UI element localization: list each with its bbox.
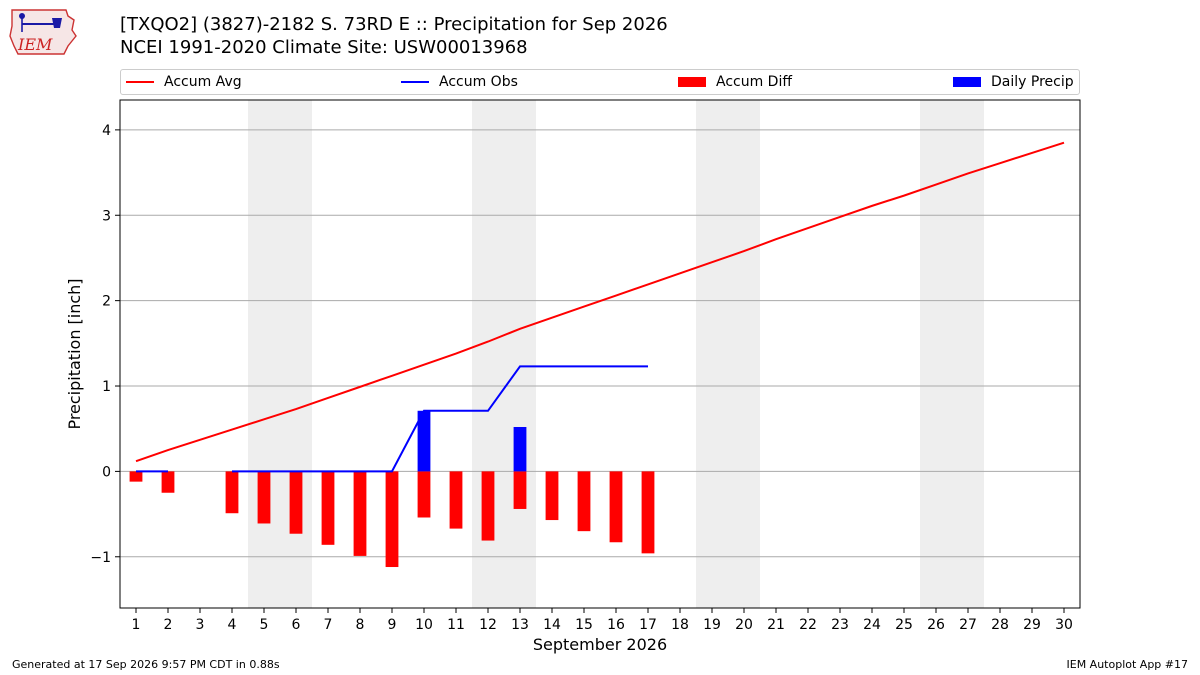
chart-legend: Accum Avg Accum Obs Accum Diff Daily Pre… <box>120 69 1080 95</box>
plot-frame <box>119 99 1081 609</box>
x-tick-label: 13 <box>511 617 529 633</box>
y-tick-label: 4 <box>102 123 111 139</box>
accum-diff-bar <box>129 471 143 482</box>
x-tick-label: 8 <box>356 617 365 633</box>
accum-diff-bar <box>449 471 463 529</box>
y-tick-label: 0 <box>102 464 111 480</box>
weekend-shade-2 <box>696 100 760 608</box>
accum-diff-bar <box>577 471 591 532</box>
title-line-1: [TXQO2] (3827)-2182 S. 73RD E :: Precipi… <box>120 14 668 35</box>
x-tick-label: 18 <box>671 617 689 633</box>
x-tick-label: 2 <box>164 617 173 633</box>
accum-diff-bar <box>609 471 623 543</box>
legend-swatch-accum-avg <box>126 81 154 83</box>
generated-timestamp: Generated at 17 Sep 2026 9:57 PM CDT in … <box>12 658 280 671</box>
x-tick-label: 11 <box>447 617 465 633</box>
legend-swatch-accum-diff <box>678 77 706 87</box>
title-line-2: NCEI 1991-2020 Climate Site: USW00013968 <box>120 37 528 58</box>
x-tick-label: 3 <box>196 617 205 633</box>
accum-diff-bar <box>321 471 335 545</box>
x-tick-label: 25 <box>895 617 913 633</box>
app-label: IEM Autoplot App #17 <box>1066 658 1189 671</box>
accum-obs-line <box>232 365 648 473</box>
legend-swatch-daily-precip <box>953 77 981 87</box>
x-tick-label: 1 <box>132 617 141 633</box>
y-axis-label: Precipitation [inch] <box>65 278 84 429</box>
logo-text: IEM <box>17 35 53 54</box>
x-tick-label: 26 <box>927 617 945 633</box>
x-tick-label: 24 <box>863 617 881 633</box>
iem-logo: IEM <box>9 9 77 55</box>
x-tick-label: 21 <box>767 617 785 633</box>
y-tick-label: 1 <box>102 379 111 395</box>
x-tick-label: 17 <box>639 617 657 633</box>
legend-accum-diff: Accum Diff <box>678 70 792 94</box>
daily-precip-bar <box>513 426 527 472</box>
x-tick-label: 29 <box>1023 617 1041 633</box>
accum-diff-bar <box>289 471 303 534</box>
accum-diff-bar <box>385 471 399 568</box>
x-tick-label: 7 <box>324 617 333 633</box>
accum-diff-bar <box>417 471 431 518</box>
x-tick-label: 28 <box>991 617 1009 633</box>
x-tick-label: 15 <box>575 617 593 633</box>
x-axis-label: September 2026 <box>533 635 667 654</box>
x-tick-label: 16 <box>607 617 625 633</box>
x-tick-label: 5 <box>260 617 269 633</box>
x-tick-label: 23 <box>831 617 849 633</box>
legend-label-accum-obs: Accum Obs <box>439 74 518 90</box>
x-tick-label: 10 <box>415 617 433 633</box>
accum-diff-bar <box>545 471 559 521</box>
y-tick-label: −1 <box>90 550 111 566</box>
x-tick-label: 14 <box>543 617 561 633</box>
accum-diff-bar <box>513 471 527 509</box>
x-tick-label: 9 <box>388 617 397 633</box>
x-tick-label: 20 <box>735 617 753 633</box>
accum-diff-bar <box>161 471 175 493</box>
accum-diff-bar <box>225 471 239 514</box>
accum-avg-line <box>135 141 1065 463</box>
accum-diff-bar <box>641 471 655 554</box>
accum-diff-bar <box>481 471 495 541</box>
legend-label-daily-precip: Daily Precip <box>991 74 1074 90</box>
x-tick-label: 22 <box>799 617 817 633</box>
x-tick-label: 4 <box>228 617 237 633</box>
legend-label-accum-avg: Accum Avg <box>164 74 242 90</box>
y-tick-label: 2 <box>102 294 111 310</box>
chart-title: [TXQO2] (3827)-2182 S. 73RD E :: Precipi… <box>120 13 668 59</box>
y-tick-label: 3 <box>102 208 111 224</box>
legend-accum-obs: Accum Obs <box>401 70 518 94</box>
legend-label-accum-diff: Accum Diff <box>716 74 793 90</box>
legend-swatch-accum-obs <box>401 81 429 83</box>
x-tick-label: 27 <box>959 617 977 633</box>
accum-diff-bar <box>353 471 367 556</box>
legend-daily-precip: Daily Precip <box>953 70 1074 94</box>
accum-diff-bar <box>257 471 271 524</box>
x-tick-label: 19 <box>703 617 721 633</box>
x-tick-label: 12 <box>479 617 497 633</box>
x-tick-label: 6 <box>292 617 301 633</box>
daily-precip-bar <box>417 410 431 472</box>
x-tick-label: 30 <box>1055 617 1073 633</box>
weekend-shade-3 <box>920 100 984 608</box>
legend-accum-avg: Accum Avg <box>126 70 242 94</box>
